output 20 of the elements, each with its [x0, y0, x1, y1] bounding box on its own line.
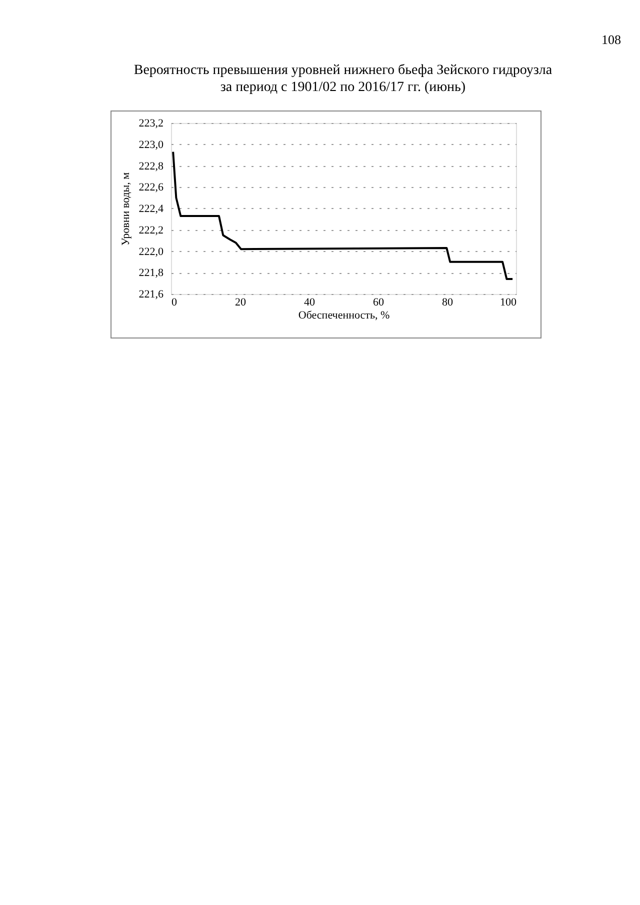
x-tick-label: 0 [172, 296, 178, 308]
x-tick-label: 40 [304, 296, 316, 308]
x-tick-label: 100 [500, 296, 517, 308]
y-tick-label: 222,0 [138, 246, 164, 258]
x-tick-label: 20 [235, 296, 246, 308]
y-tick-label: 222,8 [138, 160, 164, 172]
y-axis-title: Уровни воды, м [120, 172, 132, 246]
x-tick-label: 60 [373, 296, 384, 308]
y-tick-label: 223,0 [138, 138, 164, 151]
y-tick-label: 221,8 [138, 267, 164, 280]
chart-title: Вероятность превышения уровней нижнего бьефа Зейского гидроузла за период с 1901/02 по 2016/17 гг. (июнь) [134, 63, 553, 95]
x-tick-label: 80 [442, 296, 454, 308]
text: 108 [602, 32, 621, 47]
y-tick-label: 222,4 [138, 203, 164, 215]
y-tick-label: 221,6 [138, 288, 164, 300]
y-tick-label: 223,2 [138, 118, 164, 130]
y-tick-label: 222,6 [138, 182, 164, 194]
y-tick-label: 222,2 [138, 224, 164, 236]
line-series [172, 150, 514, 280]
x-axis-title: Обеспеченность, % [298, 310, 390, 322]
